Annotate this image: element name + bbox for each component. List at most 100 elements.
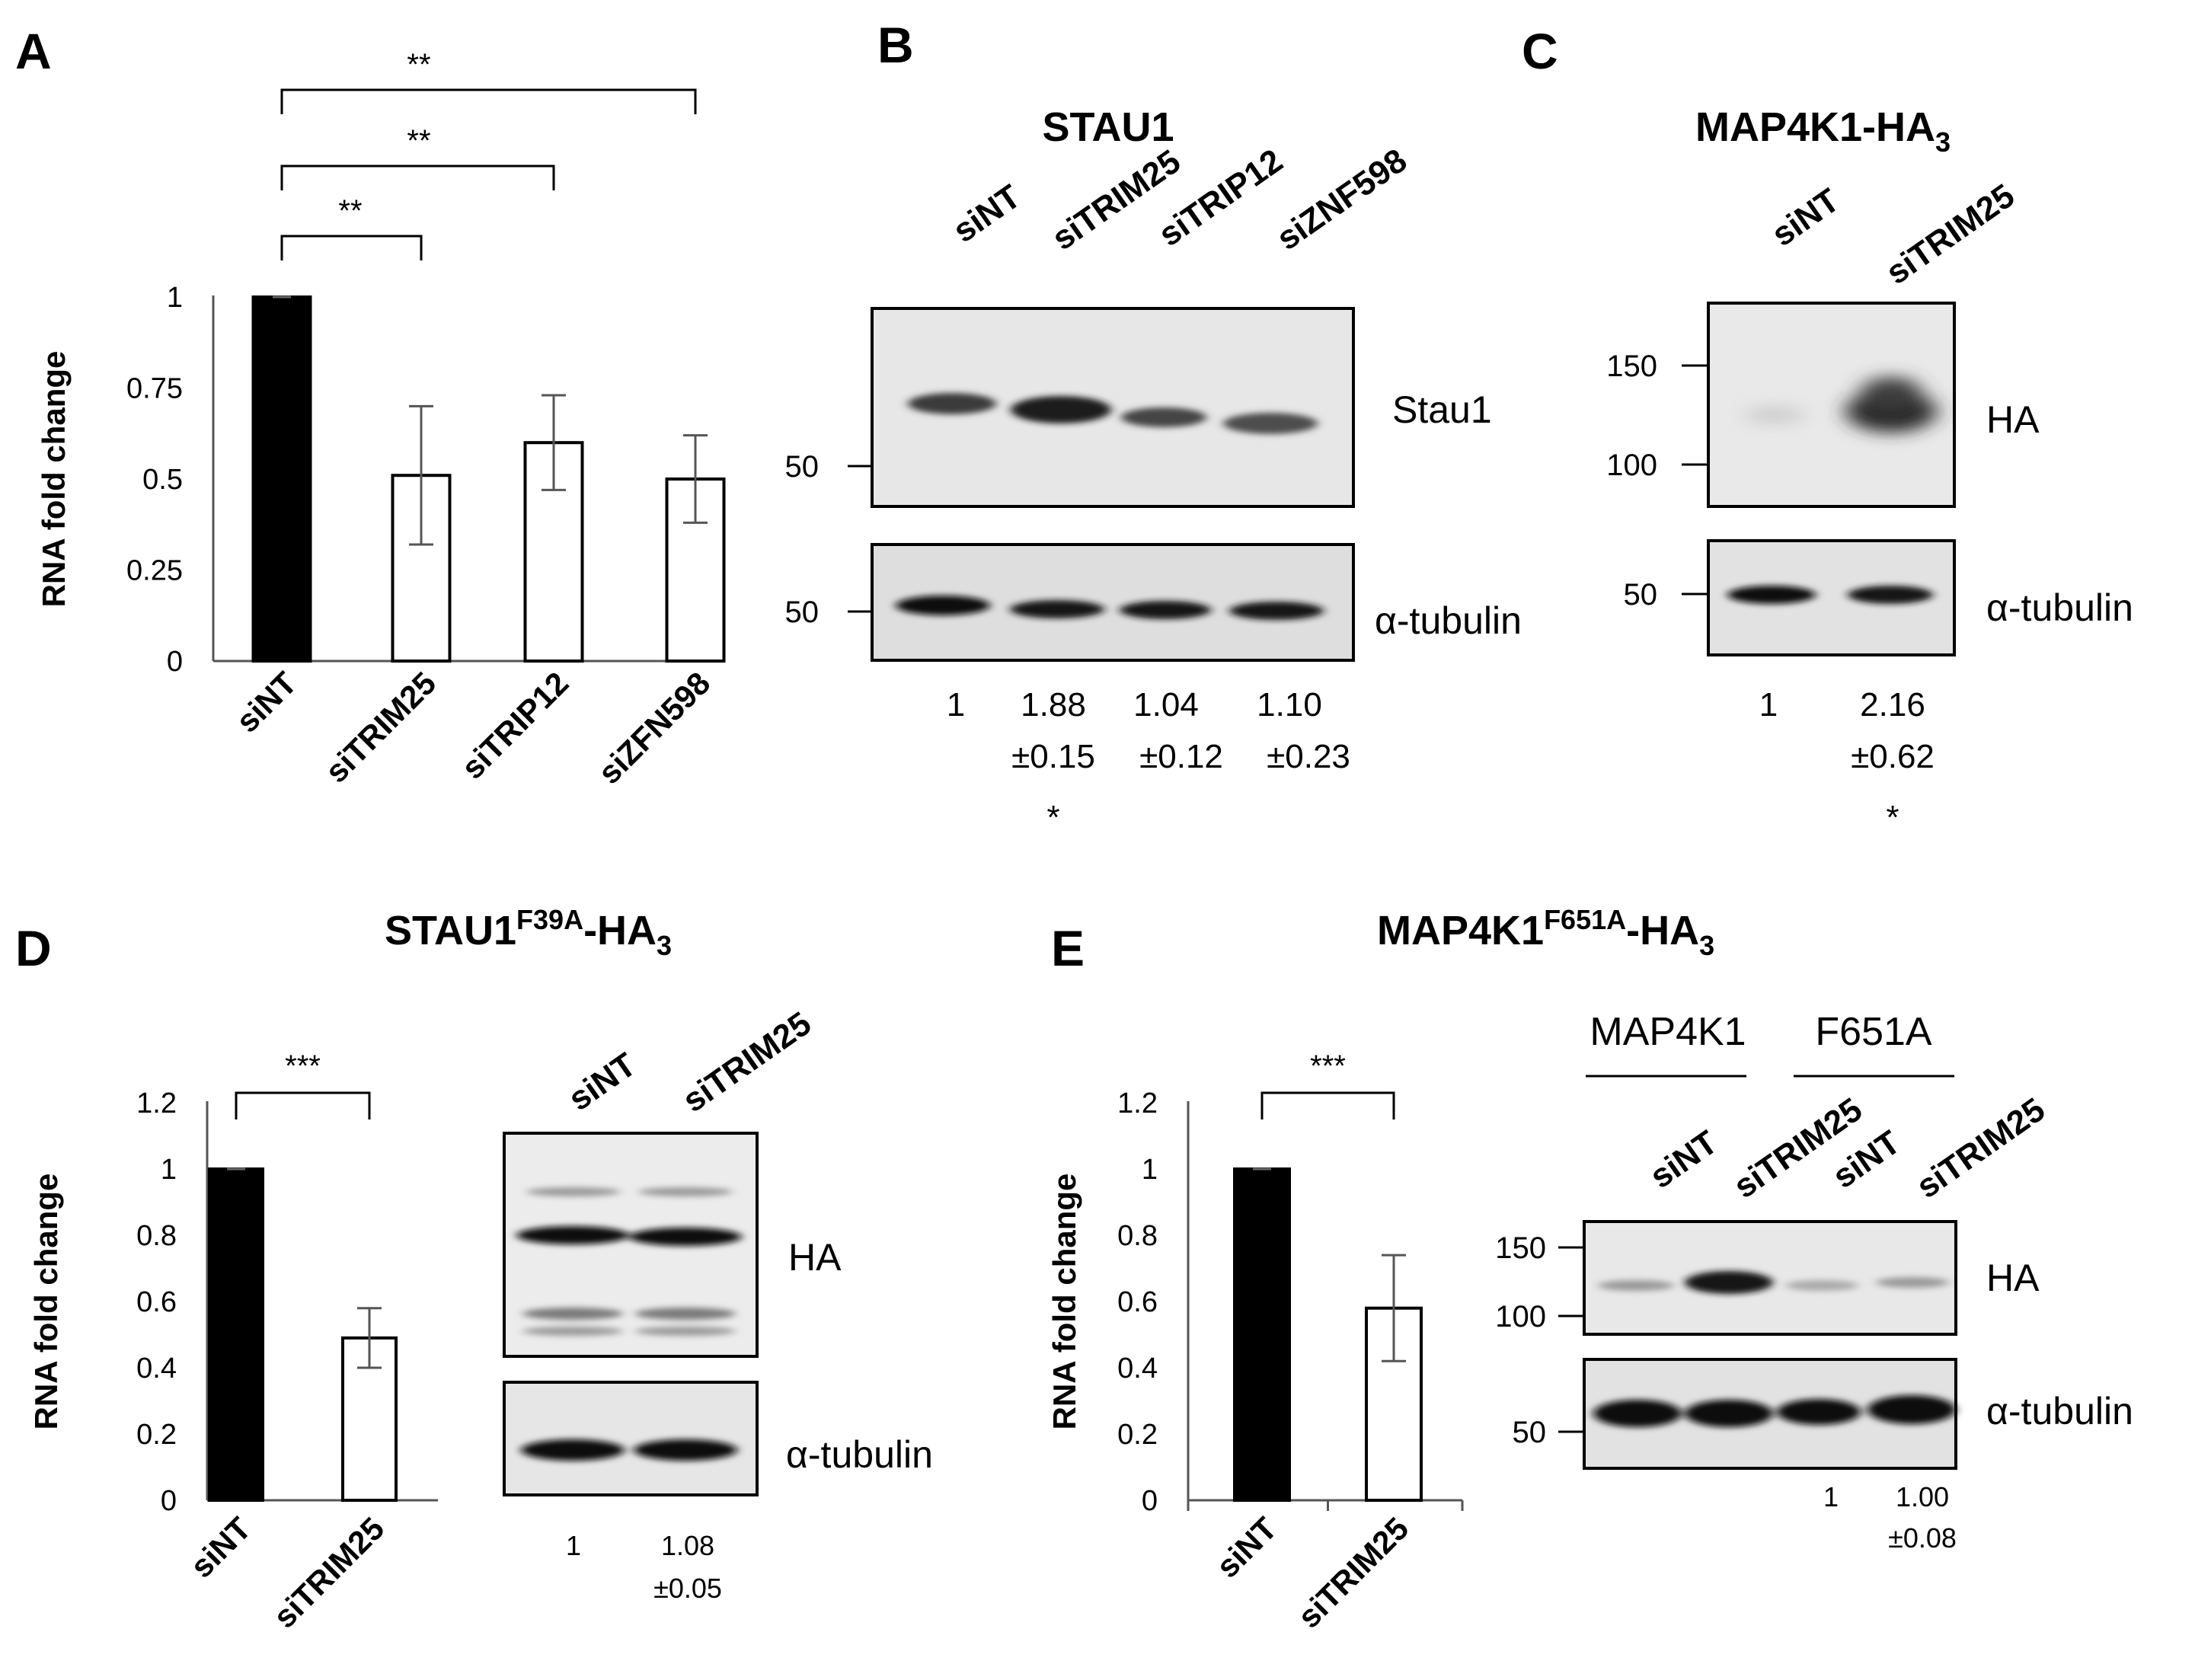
band-label-e-top: HA — [1986, 1257, 2040, 1299]
group-labels-e: MAP4K1 F651A — [1586, 1010, 1954, 1078]
y-tick-label-e-0: 0 — [1142, 1485, 1158, 1517]
lane-labels-b: siNT siTRIM25 siTRIP12 siZNF598 — [947, 142, 1414, 257]
quant-b: 1 1.88 ±0.15 1.04 ±0.12 1.10 ±0.23 * — [947, 686, 1350, 836]
bar-chart-a: 0 0.25 0.5 0.75 1 RNA fold change siNT siTRIM25… — [36, 48, 726, 790]
lane-label-e-sint-1: siNT — [1644, 1123, 1724, 1196]
panel-label-e: E — [1051, 920, 1085, 976]
quant-b-lane2-err: ±0.15 — [1011, 738, 1095, 775]
y-tick-label-a-0: 0 — [167, 646, 183, 678]
mw-c-bottom: 50 — [1624, 578, 1658, 612]
category-label-d-1: siTRIM25 — [267, 1510, 391, 1635]
band-label-b-top: Stau1 — [1392, 388, 1492, 431]
mw-c-100: 100 — [1606, 449, 1657, 482]
band-label-d-bottom: α-tubulin — [786, 1433, 933, 1476]
quant-c-lane2: 2.16 — [1860, 686, 1925, 723]
band-label-c-bottom: α-tubulin — [1986, 586, 2133, 629]
y-tick-label-e-2: 0.4 — [1117, 1353, 1158, 1385]
quant-d: 1 1.08 ±0.05 — [566, 1530, 722, 1604]
blot-d-bottom — [503, 1381, 759, 1496]
quant-e: 1 1.00 ±0.08 — [1823, 1481, 1957, 1554]
y-tick-label-e-4: 0.8 — [1117, 1220, 1158, 1252]
y-tick-label-a-4: 1 — [167, 282, 183, 314]
y-tick-label-d-4: 0.8 — [136, 1220, 177, 1252]
blot-e-bottom — [1583, 1358, 1957, 1470]
lane-label-b-siznf598: siZNF598 — [1270, 142, 1414, 257]
y-tick-label-e-6: 1.2 — [1117, 1088, 1158, 1119]
category-label-e-0: siNT — [1209, 1510, 1284, 1585]
sig-c-lane2: * — [1886, 799, 1899, 836]
quant-b-lane4: 1.10 — [1257, 686, 1322, 723]
mw-e-100: 100 — [1495, 1300, 1546, 1333]
band-label-c-top: HA — [1986, 398, 2040, 441]
significance-label-e-0: *** — [1310, 1049, 1346, 1083]
significance-label-a-1: ** — [407, 124, 430, 158]
significance-label-a-2: ** — [407, 48, 430, 81]
y-axis-label-a: RNA fold change — [36, 351, 72, 608]
blot-c-top — [1707, 302, 1956, 508]
category-label-a-0: siNT — [229, 665, 304, 739]
mw-c-150: 150 — [1606, 350, 1657, 383]
blot-c-bottom — [1707, 539, 1956, 656]
y-tick-label-d-2: 0.4 — [136, 1353, 177, 1385]
significance-bracket-a-0 — [280, 235, 423, 260]
quant-d-lane1: 1 — [566, 1530, 581, 1561]
category-label-a-1: siTRIM25 — [318, 665, 443, 790]
significance-bracket-e-0 — [1260, 1091, 1395, 1119]
y-tick-label-e-3: 0.6 — [1117, 1286, 1158, 1318]
quant-e-lane4: 1.00 — [1896, 1481, 1949, 1512]
sig-b-lane2: * — [1046, 799, 1059, 836]
category-label-d-0: siNT — [184, 1510, 258, 1585]
quant-d-lane2-err: ±0.05 — [653, 1573, 722, 1604]
chart-title-d: STAU1F39A-HA3 — [385, 904, 672, 961]
panel-label-d: D — [15, 920, 52, 976]
category-label-a-2: siTRIP12 — [455, 665, 576, 786]
panel-label-c: C — [1522, 23, 1558, 79]
bar-a-0 — [251, 295, 312, 663]
quant-c-lane1: 1 — [1759, 686, 1778, 723]
y-tick-label-a-1: 0.25 — [126, 555, 183, 587]
blot-b-bottom — [871, 543, 1355, 662]
quant-c: 1 2.16 ±0.62 * — [1759, 686, 1935, 836]
mw-b-bottom: 50 — [785, 596, 820, 629]
lane-label-d-sint: siNT — [562, 1046, 643, 1118]
y-tick-label-a-2: 0.5 — [142, 464, 183, 496]
quant-b-lane4-err: ±0.23 — [1267, 738, 1350, 775]
lane-labels-e: siNT siTRIM25 siNT siTRIM25 — [1644, 1091, 2052, 1206]
y-tick-label-e-1: 0.2 — [1117, 1419, 1158, 1451]
lane-labels-c: siNT siTRIM25 — [1765, 177, 2021, 292]
y-tick-label-d-0: 0 — [161, 1485, 177, 1517]
y-tick-label-e-5: 1 — [1142, 1154, 1158, 1186]
y-tick-label-d-5: 1 — [161, 1154, 177, 1186]
mw-e-150: 150 — [1495, 1231, 1546, 1265]
y-tick-label-d-3: 0.6 — [136, 1286, 177, 1318]
y-tick-label-a-3: 0.75 — [126, 373, 183, 405]
y-tick-label-d-1: 0.2 — [136, 1419, 177, 1451]
y-axis-label-d: RNA fold change — [28, 1174, 64, 1430]
group-label-map4k1: MAP4K1 — [1590, 1010, 1746, 1054]
significance-bracket-a-1 — [280, 164, 555, 190]
quant-e-lane3: 1 — [1823, 1481, 1839, 1512]
blot-b-top — [871, 307, 1355, 508]
lane-label-c-sint: siNT — [1765, 181, 1846, 254]
significance-bracket-a-2 — [280, 88, 697, 114]
bar-chart-e: 0 0.2 0.4 0.6 0.8 1 1.2 RNA fold change siNT siTR… — [1046, 1049, 1464, 1635]
quant-e-lane4-err: ±0.08 — [1888, 1522, 1957, 1554]
bar-chart-d: 0 0.2 0.4 0.6 0.8 1 1.2 RNA fold change siNT siTR… — [28, 1049, 438, 1635]
bar-d-0 — [208, 1167, 264, 1502]
lane-labels-d: siNT siTRIM25 — [562, 1004, 818, 1119]
chart-title-e: MAP4K1F651A-HA3 — [1377, 904, 1714, 961]
band-label-d-top: HA — [788, 1236, 842, 1279]
band-label-e-bottom: α-tubulin — [1986, 1390, 2133, 1432]
lane-label-b-sint: siNT — [947, 177, 1027, 250]
blot-d-top — [503, 1132, 759, 1358]
lane-label-c-sitrim25: siTRIM25 — [1880, 177, 2021, 292]
lane-label-d-sitrim25: siTRIM25 — [676, 1004, 818, 1119]
blot-title-c: MAP4K1-HA3 — [1695, 104, 1951, 158]
band-label-b-bottom: α-tubulin — [1375, 599, 1522, 642]
panel-label-b: B — [877, 17, 914, 73]
blot-title-b: STAU1 — [1042, 104, 1174, 150]
bar-e-0 — [1233, 1167, 1291, 1502]
category-label-a-3: siZFN598 — [591, 665, 717, 790]
y-tick-label-d-6: 1.2 — [136, 1088, 177, 1119]
quant-b-lane2: 1.88 — [1021, 686, 1086, 723]
